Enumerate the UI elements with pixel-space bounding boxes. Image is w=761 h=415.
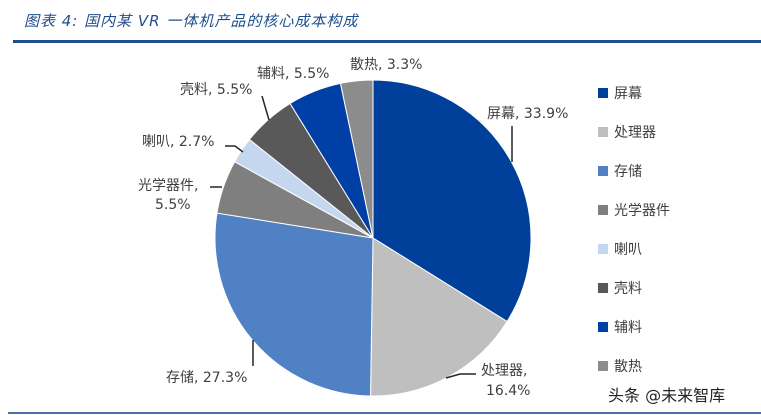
legend-label: 喇叭	[614, 242, 642, 258]
leader-lines	[210, 95, 513, 379]
legend-label: 散热	[614, 359, 642, 375]
legend-label: 屏幕	[614, 86, 642, 102]
pie-slices	[214, 79, 532, 397]
legend-label: 处理器	[614, 125, 656, 141]
label-storage: 存储, 27.3%	[166, 370, 248, 386]
leader-processor	[445, 373, 476, 379]
label-cooling: 散热, 3.3%	[350, 57, 423, 73]
label-screen: 屏幕, 33.9%	[487, 106, 569, 122]
legend-swatch	[598, 127, 608, 137]
label-accessory: 辅料, 5.5%	[257, 66, 330, 82]
label-optics-value: 5.5%	[155, 197, 191, 213]
legend-item-shell: 壳料	[598, 278, 642, 298]
legend-item-cooling: 散热	[598, 356, 642, 376]
legend-swatch	[598, 283, 608, 293]
title-divider	[13, 40, 761, 43]
label-processor-name: 处理器,	[481, 363, 528, 379]
label-shell: 壳料, 5.5%	[180, 82, 253, 98]
legend-label: 壳料	[614, 281, 642, 297]
pie-slice-2	[214, 212, 374, 397]
legend-swatch	[598, 361, 608, 371]
bottom-divider	[8, 412, 761, 414]
legend-swatch	[598, 244, 608, 254]
legend-label: 光学器件	[614, 203, 670, 219]
leader-speaker	[225, 145, 244, 153]
watermark: 头条 @未来智库	[608, 386, 726, 405]
legend-swatch	[598, 166, 608, 176]
label-optics-name: 光学器件,	[138, 178, 199, 194]
label-processor-value: 16.4%	[486, 383, 531, 399]
pie-slice-0	[372, 79, 532, 323]
legend-item-optics: 光学器件	[598, 200, 670, 220]
legend-swatch	[598, 322, 608, 332]
legend-item-speaker: 喇叭	[598, 239, 642, 259]
label-speaker: 喇叭, 2.7%	[142, 134, 215, 150]
leader-shell	[261, 95, 270, 121]
chart-title: 图表 4: 国内某 VR 一体机产品的核心成本构成	[24, 12, 359, 30]
legend-label: 存储	[614, 164, 642, 180]
legend-item-accessory: 辅料	[598, 317, 642, 337]
legend-swatch	[598, 205, 608, 215]
legend-item-screen: 屏幕	[598, 83, 642, 103]
legend-item-processor: 处理器	[598, 122, 656, 142]
legend-swatch	[598, 88, 608, 98]
legend-item-storage: 存储	[598, 161, 642, 181]
legend-label: 辅料	[614, 320, 642, 336]
pie-slice-7	[339, 79, 374, 239]
